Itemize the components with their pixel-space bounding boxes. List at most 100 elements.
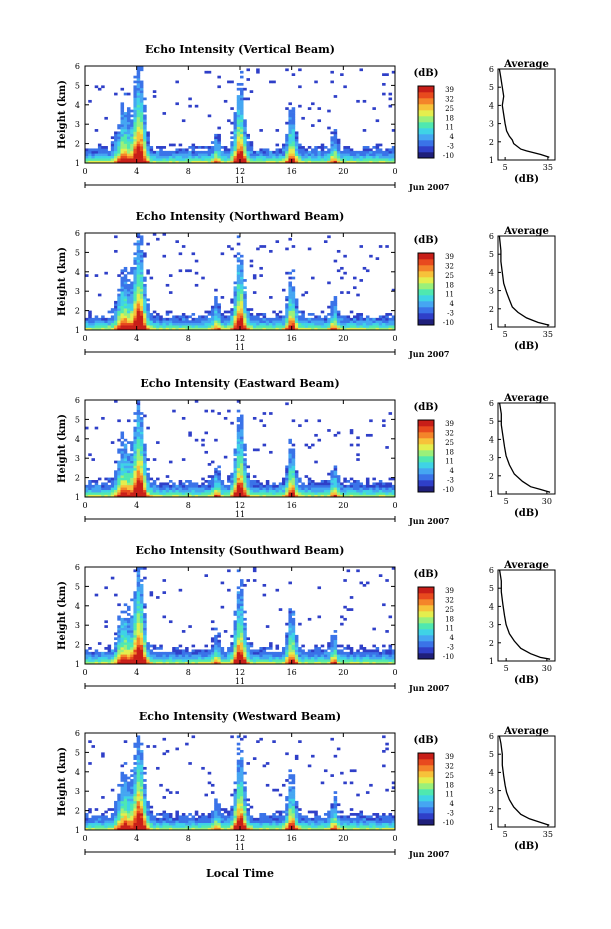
heatmap-cell: [230, 310, 234, 314]
heatmap-cell: [130, 121, 134, 125]
heatmap-cell: [120, 458, 125, 461]
heatmap-cell: [236, 416, 241, 420]
heatmap-cell: [353, 489, 357, 493]
heatmap-cell: [298, 85, 302, 89]
heatmap-cell: [139, 827, 144, 831]
heatmap-cell: [333, 630, 338, 633]
heatmap-cell: [204, 654, 209, 658]
heatmap-cell: [210, 820, 215, 824]
heatmap-cell: [123, 288, 128, 292]
heatmap-cell: [204, 327, 209, 331]
heatmap-cell: [194, 654, 199, 658]
heatmap-cell: [136, 431, 141, 435]
heatmap-cell: [139, 817, 144, 821]
heatmap-cell: [130, 649, 134, 653]
heatmap-cell: [259, 266, 263, 270]
heatmap-cell: [139, 124, 144, 127]
heatmap-cell: [243, 320, 247, 324]
heatmap-cell: [165, 487, 170, 491]
heatmap-cell: [114, 146, 118, 149]
heatmap-cell: [240, 458, 244, 461]
heatmap-cell: [133, 433, 137, 437]
heatmap-cell: [201, 766, 205, 770]
heatmap-cell: [307, 146, 312, 149]
heatmap-cell: [220, 654, 225, 658]
heatmap-cell: [246, 143, 250, 147]
heatmap-cell: [307, 482, 312, 486]
heatmap-cell: [120, 771, 125, 775]
heatmap-cell: [110, 143, 115, 147]
heatmap-cell: [382, 659, 386, 662]
heatmap-cell: [272, 80, 276, 84]
heatmap-cell: [356, 317, 360, 321]
heatmap-cell: [233, 121, 238, 125]
heatmap-cell: [136, 141, 141, 144]
heatmap-cell: [133, 489, 137, 493]
heatmap-cell: [291, 313, 296, 316]
heatmap-cell: [117, 136, 121, 140]
heatmap-cell: [130, 798, 134, 802]
heatmap-cell: [291, 325, 296, 328]
heatmap-cell: [269, 484, 273, 488]
heatmap-cell: [191, 649, 196, 653]
heatmap-cell: [146, 325, 150, 328]
heatmap-cell: [323, 484, 328, 488]
heatmap-cell: [285, 138, 289, 142]
heatmap-cell: [311, 155, 315, 159]
heatmap-cell: [220, 480, 225, 483]
colorbar-swatch: [418, 319, 434, 326]
heatmap-cell: [152, 484, 157, 488]
heatmap-cell: [391, 148, 396, 152]
heatmap-cell: [133, 313, 137, 316]
heatmap-cell: [304, 325, 309, 328]
heatmap-cell: [130, 158, 134, 161]
heatmap-cell: [123, 494, 128, 498]
heatmap-cell: [291, 293, 296, 297]
heatmap-cell: [130, 615, 134, 619]
heatmap-cell: [346, 327, 351, 331]
heatmap-cell: [123, 788, 128, 792]
heatmap-cell: [356, 487, 360, 491]
heatmap-cell: [252, 160, 257, 164]
heatmap-cell: [288, 155, 292, 159]
heatmap-cell: [194, 160, 199, 164]
heatmap-cell: [152, 155, 157, 159]
heatmap-cell: [294, 133, 299, 137]
heatmap-cell: [236, 639, 241, 643]
heatmap-cell: [256, 489, 260, 493]
heatmap-cell: [378, 494, 383, 498]
heatmap-cell: [233, 281, 238, 285]
heatmap-cell: [110, 659, 115, 662]
colorbar-swatch: [418, 253, 434, 260]
heatmap-cell: [314, 315, 318, 319]
heatmap-cell: [243, 492, 247, 495]
heatmap-cell: [191, 150, 196, 154]
heatmap-cell: [262, 313, 267, 316]
colorbar-swatch: [418, 301, 434, 308]
heatmap-cell: [291, 291, 296, 294]
heatmap-cell: [94, 322, 99, 326]
heatmap-cell: [139, 264, 144, 268]
heatmap-cell: [156, 320, 160, 324]
heatmap-cell: [123, 450, 128, 454]
heatmap-cell: [333, 325, 338, 328]
heatmap-cell: [191, 659, 196, 662]
heatmap-cell: [236, 102, 241, 106]
heatmap-cell: [323, 158, 328, 161]
heatmap-cell: [214, 472, 218, 476]
heatmap-cell: [133, 600, 137, 604]
heatmap-cell: [185, 654, 189, 658]
heatmap-cell: [236, 400, 241, 403]
heatmap-cell: [259, 659, 263, 662]
heatmap-cell: [133, 791, 137, 794]
heatmap-cell: [385, 654, 389, 658]
heatmap-cell: [356, 313, 360, 316]
inset-y-tick-label: 3: [489, 621, 494, 630]
heatmap-cell: [146, 659, 150, 662]
heatmap-cell: [233, 448, 238, 452]
heatmap-cell: [356, 651, 360, 655]
heatmap-cell: [146, 313, 150, 316]
heatmap-cell: [136, 659, 141, 662]
colorbar-swatch: [418, 438, 434, 445]
